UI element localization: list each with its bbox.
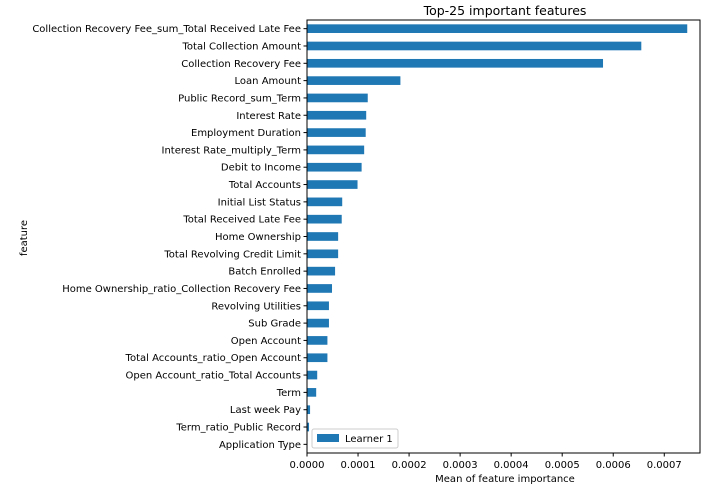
bar xyxy=(307,197,343,207)
y-tick-label: Batch Enrolled xyxy=(228,267,301,278)
y-tick-label: Open Account_ratio_Total Accounts xyxy=(126,371,301,382)
bar xyxy=(307,266,336,276)
y-tick-label: Total Collection Amount xyxy=(182,41,302,52)
y-tick-label: Home Ownership xyxy=(215,232,301,243)
bar xyxy=(307,336,328,345)
bar xyxy=(307,162,362,172)
y-tick-label: Total Accounts xyxy=(228,180,301,191)
y-tick-label: Home Ownership_ratio_Collection Recovery… xyxy=(62,284,301,295)
bar xyxy=(307,232,339,241)
bar xyxy=(307,249,339,259)
bar xyxy=(307,284,333,293)
y-tick-label: Debit to Income xyxy=(221,163,301,174)
y-tick-label: Employment Duration xyxy=(191,128,301,139)
y-tick-label: Collection Recovery Fee xyxy=(181,59,301,70)
x-tick-label: 0.0005 xyxy=(545,460,580,471)
bar xyxy=(307,110,367,120)
y-tick-label: Loan Amount xyxy=(235,76,302,87)
y-tick-label: Interest Rate_multiply_Term xyxy=(162,145,301,156)
bar xyxy=(307,24,688,33)
plot-frame xyxy=(306,19,701,454)
x-ticks: 0.0000 0.0001 0.0002 0.0003 0.0004 0.0005 0.00… xyxy=(290,453,682,471)
y-tick-labels: Collection Recovery Fee_sum_Total Receiv… xyxy=(32,24,307,451)
bar xyxy=(307,405,311,415)
bar xyxy=(307,388,317,397)
y-tick-label: Term_ratio_Public Record xyxy=(175,423,301,434)
legend-swatch xyxy=(317,434,339,442)
x-axis-label: Mean of feature importance xyxy=(435,474,575,485)
x-tick-label: 0.0000 xyxy=(290,460,325,471)
x-tick-label: 0.0003 xyxy=(443,460,478,471)
y-tick-label: Interest Rate xyxy=(236,111,301,122)
y-tick-label: Total Accounts_ratio_Open Account xyxy=(125,353,302,364)
bar xyxy=(307,422,310,432)
y-tick-label: Term xyxy=(276,388,301,399)
bar xyxy=(307,128,366,137)
x-tick-label: 0.0006 xyxy=(596,460,631,471)
y-tick-label: Initial List Status xyxy=(218,197,301,208)
x-tick-label: 0.0007 xyxy=(647,460,682,471)
legend-label: Learner 1 xyxy=(345,434,393,445)
y-axis-label: feature xyxy=(19,220,30,256)
legend-box xyxy=(311,428,399,449)
bar xyxy=(307,76,401,85)
bar xyxy=(307,180,358,189)
bar xyxy=(307,93,368,103)
bar-group xyxy=(307,24,688,449)
bar xyxy=(307,318,329,328)
bar xyxy=(307,301,329,311)
x-tick-label: 0.0001 xyxy=(341,460,376,471)
y-tick-label: Application Type xyxy=(219,440,301,451)
y-tick-label: Sub Grade xyxy=(248,319,301,330)
bar xyxy=(307,370,318,380)
bar xyxy=(307,145,365,155)
legend: Learner 1 xyxy=(311,428,399,449)
y-tick-label: Public Record_sum_Term xyxy=(178,93,301,104)
bar xyxy=(307,353,328,363)
y-tick-label: Revolving Utilities xyxy=(211,301,301,312)
x-tick-label: 0.0004 xyxy=(494,460,529,471)
y-tick-label: Open Account xyxy=(231,336,301,347)
bar xyxy=(307,58,604,68)
y-tick-label: Last week Pay xyxy=(230,405,301,416)
chart-title: Top-25 important features xyxy=(423,3,587,18)
y-tick-label: Total Received Late Fee xyxy=(182,215,301,226)
bar xyxy=(307,214,342,224)
y-tick-label: Collection Recovery Fee_sum_Total Receiv… xyxy=(32,24,301,35)
x-tick-label: 0.0002 xyxy=(392,460,427,471)
y-tick-label: Total Revolving Credit Limit xyxy=(163,249,301,260)
bar xyxy=(307,41,642,51)
